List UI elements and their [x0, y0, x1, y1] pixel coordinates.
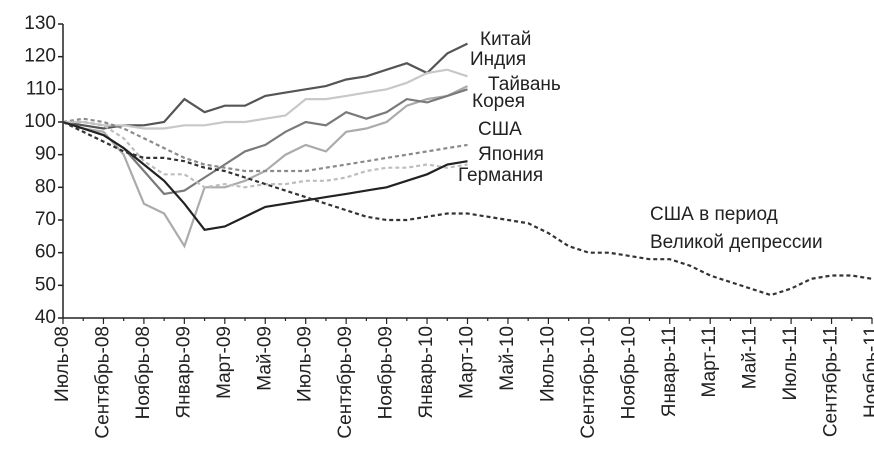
x-tick-label: Июль-10 [537, 326, 558, 402]
x-tick-label: Март-11 [699, 326, 720, 398]
x-tick-label: Январь-09 [173, 326, 194, 419]
series-label: США [478, 119, 522, 140]
series-label: Япония [478, 144, 544, 165]
series-label: Китай [480, 29, 531, 50]
x-tick-label: Ноябрь-09 [376, 326, 397, 419]
series-label: Великой депрессии [650, 232, 823, 253]
series-line [62, 85, 468, 249]
x-tick-label: Март-09 [214, 326, 235, 399]
x-tick-label: Июль-08 [52, 326, 73, 402]
series-label: Тайвань [488, 74, 561, 95]
y-tick-label: 110 [26, 78, 56, 99]
series-line [62, 121, 873, 297]
x-tick-label: Сентябрь-09 [335, 326, 356, 439]
x-tick-label: Май-11 [740, 326, 761, 389]
x-tick-label: Ноябрь-08 [133, 326, 154, 419]
y-tick-label: 130 [24, 13, 56, 34]
series-line [62, 42, 468, 130]
y-tick-label: 100 [24, 111, 56, 132]
series-line [63, 68, 468, 130]
y-tick-label: 40 [35, 307, 56, 328]
x-tick-label: Ноябрь-10 [618, 326, 639, 419]
x-tick-label: Сентябрь-10 [578, 326, 599, 439]
x-tick-label: Июль-11 [780, 326, 801, 401]
x-tick-label: Январь-10 [416, 326, 437, 419]
series-line [62, 88, 468, 196]
series-label: Германия [458, 165, 543, 186]
x-tick-label: Май-10 [497, 326, 518, 391]
y-tick-label: 50 [35, 274, 56, 295]
series-line [62, 120, 468, 231]
x-tick-label: Июль-09 [295, 326, 316, 402]
series-line [62, 117, 468, 173]
x-tick-label: Январь-11 [659, 326, 680, 417]
y-tick-label: 90 [35, 144, 56, 165]
x-tick-label: Ноябрь-11 [861, 326, 874, 418]
x-tick-label: Сентябрь-11 [821, 326, 842, 437]
y-tick-label: 60 [35, 242, 56, 263]
y-tick-label: 120 [24, 46, 56, 67]
series-label: Корея [472, 91, 525, 112]
x-tick-label: Май-09 [254, 326, 275, 391]
y-tick-label: 80 [35, 176, 56, 197]
x-tick-label: Март-10 [457, 326, 478, 399]
series-label: Индия [470, 49, 526, 70]
y-tick-label: 70 [35, 209, 56, 230]
series-label: США в период [650, 204, 778, 225]
x-tick-label: Сентябрь-08 [92, 326, 113, 439]
